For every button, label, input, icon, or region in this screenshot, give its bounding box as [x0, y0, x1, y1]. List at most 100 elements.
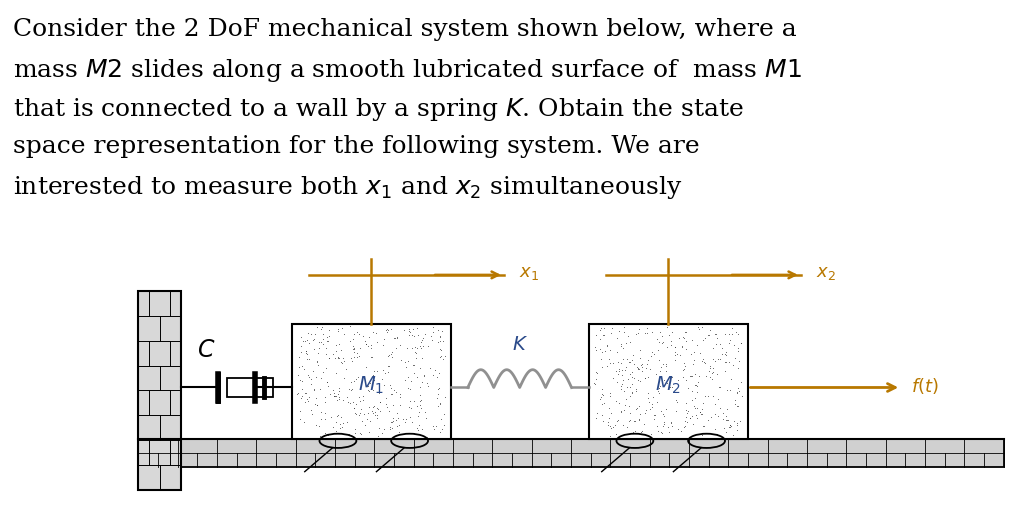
Point: [601, 404, 617, 412]
Point: [595, 399, 611, 407]
Point: [706, 392, 722, 400]
Point: [684, 387, 700, 395]
Point: [369, 404, 385, 412]
Point: [425, 323, 441, 331]
Point: [293, 342, 309, 350]
Point: [705, 364, 721, 372]
Point: [675, 365, 691, 373]
Point: [369, 337, 385, 345]
Point: [643, 429, 659, 437]
Point: [720, 339, 736, 347]
Point: [360, 403, 377, 411]
Point: [667, 347, 683, 356]
Point: [412, 421, 428, 429]
Point: [313, 323, 330, 331]
Point: [376, 335, 392, 343]
Point: [391, 428, 408, 436]
Point: [314, 340, 331, 348]
Point: [293, 333, 309, 341]
Point: [677, 422, 693, 430]
Point: [377, 369, 393, 377]
Point: [660, 428, 677, 436]
Point: [296, 365, 312, 373]
Point: [328, 347, 344, 355]
Point: [379, 328, 395, 336]
Point: [410, 331, 426, 339]
Point: [637, 408, 653, 417]
Point: [433, 352, 450, 360]
Point: [653, 363, 670, 371]
Point: [432, 353, 449, 361]
Point: [432, 400, 449, 408]
Point: [365, 371, 381, 379]
Point: [682, 350, 698, 358]
Point: [653, 429, 670, 437]
Point: [413, 404, 429, 412]
Point: [694, 410, 711, 418]
Point: [401, 328, 418, 336]
Point: [383, 384, 399, 392]
Point: [610, 370, 627, 378]
Point: [618, 424, 635, 432]
Point: [658, 323, 675, 331]
Point: [623, 337, 639, 345]
Point: [345, 377, 361, 385]
Point: [691, 372, 708, 380]
Point: [331, 395, 347, 403]
Text: $x_1$: $x_1$: [519, 264, 540, 282]
Point: [406, 361, 422, 369]
Point: [601, 389, 617, 397]
Point: [432, 333, 449, 341]
Point: [624, 380, 640, 388]
Point: [332, 340, 348, 348]
Point: [379, 325, 395, 333]
Point: [372, 406, 388, 415]
Point: [388, 409, 404, 417]
Point: [381, 362, 397, 370]
Point: [712, 383, 728, 391]
Point: [689, 341, 706, 349]
Point: [678, 414, 694, 422]
Point: [638, 360, 654, 368]
Point: [426, 366, 442, 374]
Point: [335, 419, 351, 427]
Point: [588, 374, 604, 383]
Point: [722, 336, 738, 344]
Point: [636, 420, 652, 428]
Point: [588, 414, 604, 422]
Point: [596, 331, 612, 339]
Point: [719, 386, 735, 394]
Point: [409, 324, 425, 332]
Point: [364, 353, 380, 361]
Point: [717, 367, 733, 375]
Point: [415, 342, 431, 350]
Point: [728, 425, 744, 433]
Point: [659, 423, 676, 431]
Point: [632, 376, 648, 385]
Point: [680, 407, 696, 415]
Point: [672, 351, 688, 359]
Point: [719, 416, 735, 424]
Point: [587, 380, 603, 389]
Point: [347, 409, 364, 417]
Point: [330, 354, 346, 362]
Point: [374, 429, 390, 437]
Point: [618, 383, 635, 391]
Point: [702, 413, 719, 421]
Point: [651, 367, 668, 375]
Point: [630, 329, 646, 337]
Point: [385, 414, 401, 422]
Point: [303, 380, 319, 388]
Point: [296, 418, 312, 426]
Point: [328, 392, 344, 400]
Point: [655, 360, 672, 368]
Point: [616, 401, 633, 409]
Point: [676, 359, 692, 367]
Point: [330, 411, 346, 419]
Point: [296, 389, 312, 397]
Point: [321, 332, 337, 340]
Point: [586, 379, 602, 387]
Point: [709, 430, 725, 438]
Point: [709, 370, 725, 378]
Point: [630, 365, 646, 373]
